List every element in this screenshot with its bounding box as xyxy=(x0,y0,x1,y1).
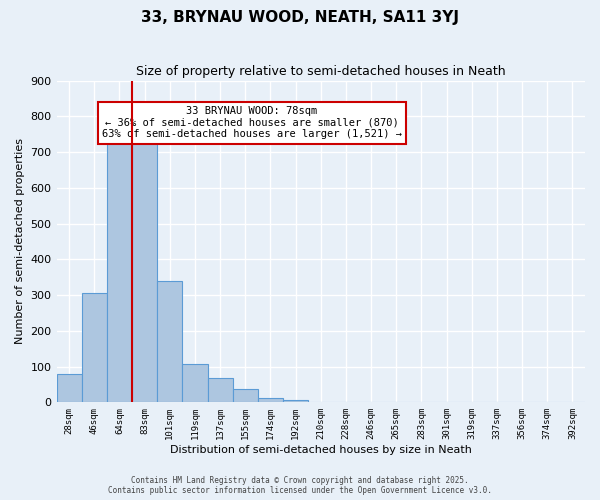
Bar xyxy=(283,400,308,402)
Bar xyxy=(157,281,182,402)
Bar xyxy=(56,374,82,402)
Text: 33 BRYNAU WOOD: 78sqm
← 36% of semi-detached houses are smaller (870)
63% of sem: 33 BRYNAU WOOD: 78sqm ← 36% of semi-deta… xyxy=(102,106,402,140)
Bar xyxy=(258,398,283,402)
Bar xyxy=(233,388,258,402)
X-axis label: Distribution of semi-detached houses by size in Neath: Distribution of semi-detached houses by … xyxy=(170,445,472,455)
Text: 33, BRYNAU WOOD, NEATH, SA11 3YJ: 33, BRYNAU WOOD, NEATH, SA11 3YJ xyxy=(141,10,459,25)
Bar xyxy=(107,137,132,402)
Text: Contains HM Land Registry data © Crown copyright and database right 2025.
Contai: Contains HM Land Registry data © Crown c… xyxy=(108,476,492,495)
Y-axis label: Number of semi-detached properties: Number of semi-detached properties xyxy=(15,138,25,344)
Bar xyxy=(182,364,208,403)
Bar xyxy=(208,378,233,402)
Bar xyxy=(82,294,107,403)
Bar xyxy=(132,142,157,402)
Title: Size of property relative to semi-detached houses in Neath: Size of property relative to semi-detach… xyxy=(136,65,506,78)
